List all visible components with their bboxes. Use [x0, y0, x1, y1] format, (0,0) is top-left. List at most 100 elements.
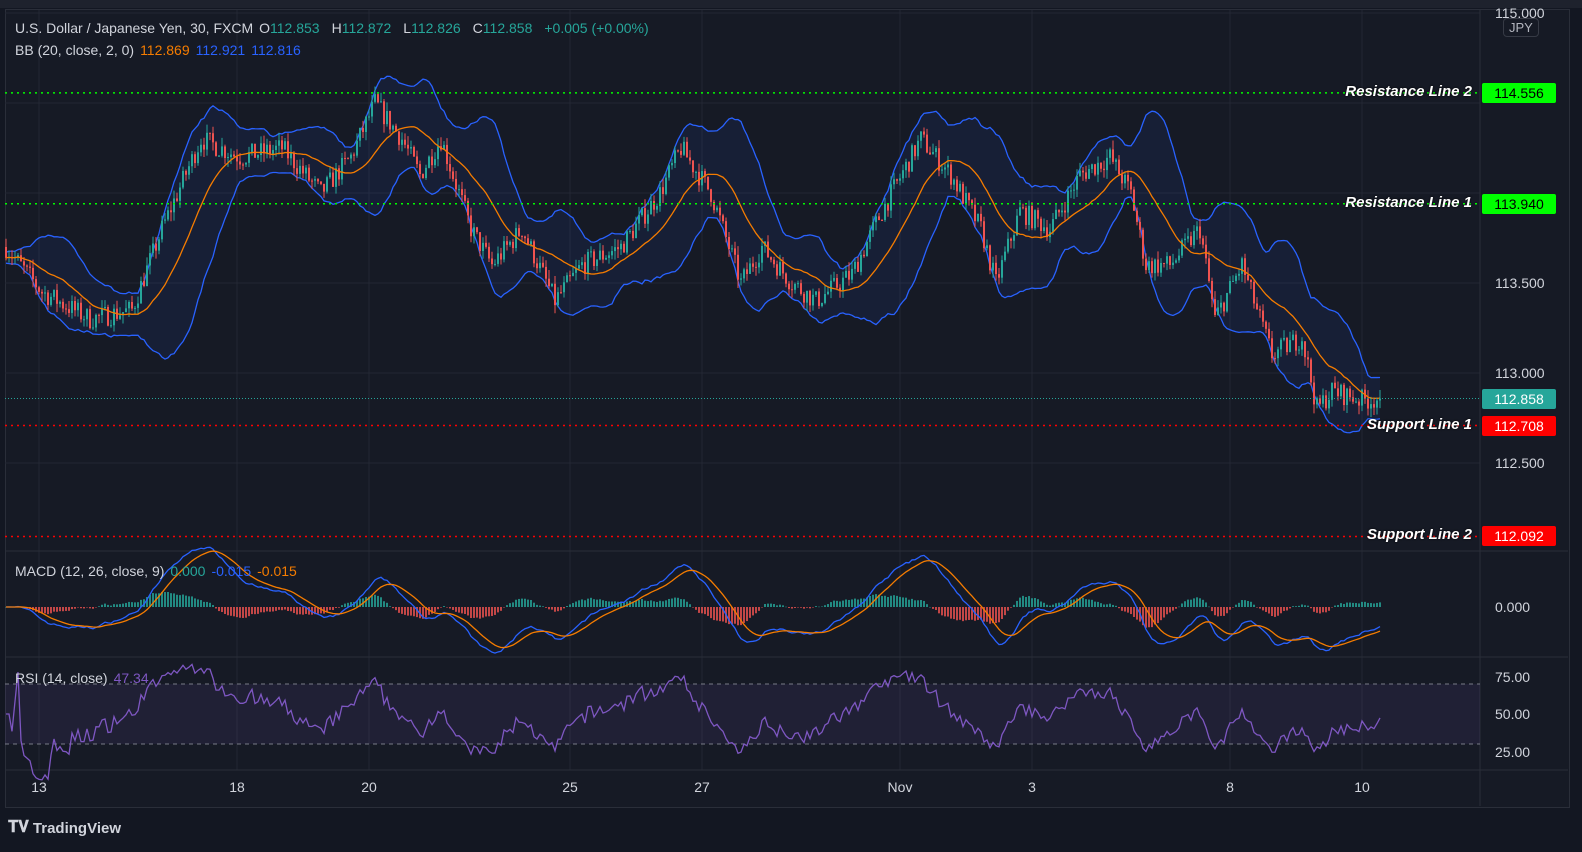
tradingview-logo[interactable]: 𝐓𝐕 TradingView	[8, 819, 121, 837]
macd-histogram-bar	[1214, 607, 1216, 616]
macd-histogram-bar	[1319, 607, 1321, 614]
candle-body	[674, 150, 676, 164]
candle-body	[1373, 404, 1375, 408]
macd-histogram-bar	[722, 607, 724, 622]
candle-body	[1310, 359, 1312, 383]
candle-body	[1031, 205, 1033, 229]
candle-body	[596, 259, 598, 266]
chart-frame[interactable]	[5, 9, 1570, 808]
macd-histogram-bar	[1181, 603, 1183, 607]
candle-body	[938, 148, 940, 171]
macd-histogram-bar	[785, 606, 787, 608]
candle-body	[482, 242, 484, 252]
macd-histogram-bar	[968, 607, 970, 620]
support-line-label[interactable]: Support Line 2	[1367, 526, 1472, 544]
candle-body	[1229, 281, 1231, 293]
macd-histogram-bar	[1001, 607, 1003, 619]
candle-body	[188, 166, 190, 175]
macd-histogram-bar	[635, 601, 637, 607]
candle-body	[956, 179, 958, 192]
candle-body	[218, 155, 220, 157]
macd-histogram-bar	[221, 607, 223, 612]
macd-histogram-bar	[1226, 607, 1228, 614]
macd-histogram-bar	[1004, 607, 1006, 616]
resistance-line-label[interactable]: Resistance Line 1	[1345, 193, 1472, 211]
macd-histogram-bar	[617, 601, 619, 607]
candle-body	[950, 164, 952, 185]
resistance-line-label[interactable]: Resistance Line 2	[1345, 82, 1472, 100]
macd-histogram-bar	[503, 607, 505, 608]
candle-body	[1283, 338, 1285, 340]
macd-histogram-bar	[287, 607, 289, 611]
bb-band-fill	[6, 76, 1380, 433]
candle-body	[143, 281, 145, 287]
macd-histogram-bar	[560, 607, 562, 611]
macd-histogram-bar	[1337, 604, 1339, 607]
macd-histogram-bar	[74, 607, 76, 609]
symbol-title[interactable]: U.S. Dollar / Japanese Yen, 30, FXCM	[15, 20, 254, 36]
candle-body	[1196, 226, 1198, 231]
candle-body	[761, 245, 763, 263]
macd-histogram-bar	[824, 605, 826, 607]
macd-signal-value: -0.015	[257, 563, 297, 579]
candle-body	[578, 265, 580, 269]
candle-body	[617, 247, 619, 250]
macd-histogram-bar	[62, 607, 64, 612]
macd-legend[interactable]: MACD (12, 26, close, 9) 0.000 -0.015 -0.015	[15, 563, 303, 579]
macd-histogram-bar	[209, 602, 211, 607]
candle-body	[767, 241, 769, 258]
bb-label[interactable]: BB (20, close, 2, 0)	[15, 42, 135, 58]
top-strip	[0, 0, 1582, 8]
candle-body	[65, 308, 67, 310]
macd-histogram-bar	[1127, 607, 1129, 613]
macd-histogram-bar	[248, 607, 250, 617]
macd-histogram-bar	[329, 607, 331, 610]
macd-histogram-bar	[218, 607, 220, 612]
candle-body	[1046, 227, 1048, 238]
currency-button[interactable]: JPY	[1503, 18, 1539, 37]
macd-histogram-bar	[554, 607, 556, 612]
macd-histogram-bar	[806, 607, 808, 608]
candle-body	[1016, 215, 1018, 236]
macd-histogram-bar	[731, 607, 733, 625]
macd-label[interactable]: MACD (12, 26, close, 9)	[15, 563, 165, 579]
macd-histogram-bar	[380, 597, 382, 607]
macd-histogram-bar	[923, 600, 925, 607]
rsi-legend[interactable]: RSI (14, close) 47.34	[15, 670, 155, 686]
macd-histogram-bar	[1325, 607, 1327, 613]
candle-body	[1331, 382, 1333, 400]
macd-histogram-bar	[980, 607, 982, 620]
candle-body	[803, 293, 805, 303]
candle-body	[995, 262, 997, 275]
bb-legend[interactable]: BB (20, close, 2, 0) 112.869 112.921 112.81…	[15, 42, 307, 58]
macd-histogram-bar	[113, 604, 115, 607]
time-axis-label: Nov	[887, 779, 913, 795]
rsi-label[interactable]: RSI (14, close)	[15, 670, 108, 686]
candle-body	[23, 261, 25, 266]
macd-histogram-bar	[926, 604, 928, 607]
candle-body	[785, 273, 787, 284]
candle-body	[1178, 255, 1180, 261]
macd-histogram-bar	[1298, 605, 1300, 607]
candle-body	[719, 207, 721, 216]
macd-histogram-bar	[1112, 604, 1114, 607]
macd-histogram-bar	[269, 607, 271, 612]
candle-body	[1037, 210, 1039, 219]
macd-histogram-bar	[626, 601, 628, 607]
macd-histogram-bar	[1289, 607, 1291, 609]
macd-histogram-bar	[941, 607, 943, 616]
candle-body	[455, 178, 457, 190]
macd-histogram-bar	[1307, 605, 1309, 607]
macd-histogram-bar	[308, 607, 310, 615]
support-line-label[interactable]: Support Line 1	[1367, 415, 1472, 433]
macd-histogram-bar	[1361, 601, 1363, 607]
support-price-tag: 112.708	[1482, 415, 1556, 436]
candle-body	[296, 168, 298, 174]
macd-histogram-bar	[257, 607, 259, 614]
candle-body	[1097, 162, 1099, 175]
candle-body	[1055, 209, 1057, 220]
candle-body	[122, 312, 124, 316]
candle-body	[503, 241, 505, 260]
candle-body	[449, 164, 451, 172]
